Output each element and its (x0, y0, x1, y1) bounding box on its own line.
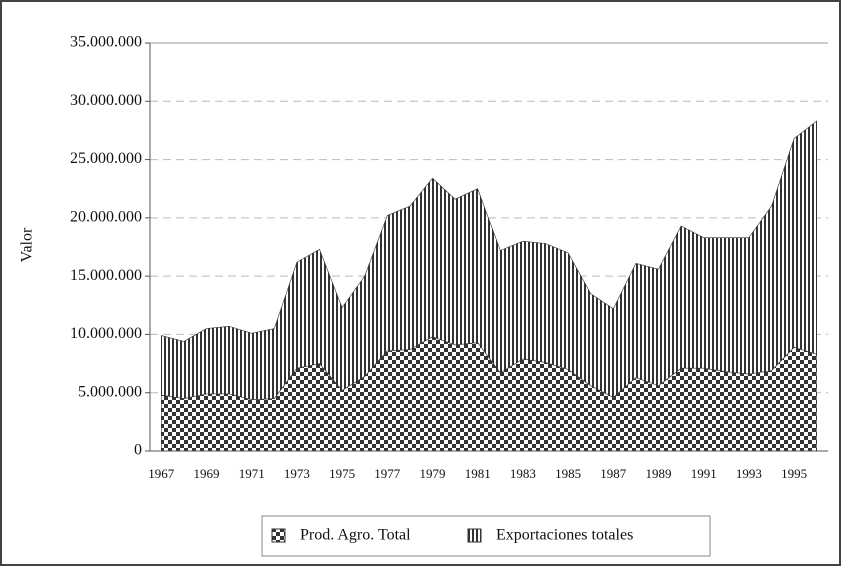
legend-swatch (271, 528, 286, 543)
legend-swatch (467, 528, 482, 543)
x-tick-label: 1971 (239, 466, 265, 481)
x-tick-label: 1975 (329, 466, 355, 481)
y-tick-label: 0 (134, 442, 142, 459)
x-tick-label: 1981 (465, 466, 491, 481)
y-axis-label: Valor (19, 227, 36, 262)
x-tick-label: 1967 (148, 466, 175, 481)
x-tick-label: 1993 (736, 466, 762, 481)
x-tick-label: 1995 (781, 466, 807, 481)
area (161, 120, 817, 401)
legend-box (261, 515, 711, 557)
y-tick-label: 5.000.000 (78, 383, 142, 400)
x-tick-label: 1989 (646, 466, 672, 481)
y-tick-label: 10.000.000 (70, 325, 142, 342)
x-tick-label: 1987 (600, 466, 627, 481)
x-tick-label: 1969 (194, 466, 220, 481)
y-tick-label: 35.000.000 (70, 34, 142, 51)
y-tick-label: 25.000.000 (70, 150, 142, 167)
x-tick-label: 1983 (510, 466, 536, 481)
legend-label: Prod. Agro. Total (300, 527, 411, 544)
x-tick-label: 1979 (420, 466, 446, 481)
x-tick-label: 1977 (374, 466, 401, 481)
y-tick-label: 20.000.000 (70, 209, 142, 226)
y-tick-label: 15.000.000 (70, 267, 142, 284)
x-tick-label: 1973 (284, 466, 310, 481)
legend-label: Exportaciones totales (496, 527, 633, 544)
y-tick-label: 30.000.000 (70, 92, 142, 109)
x-tick-label: 1985 (555, 466, 581, 481)
x-tick-label: 1991 (691, 466, 717, 481)
legend: Prod. Agro. Total Exportaciones totales (261, 515, 711, 557)
